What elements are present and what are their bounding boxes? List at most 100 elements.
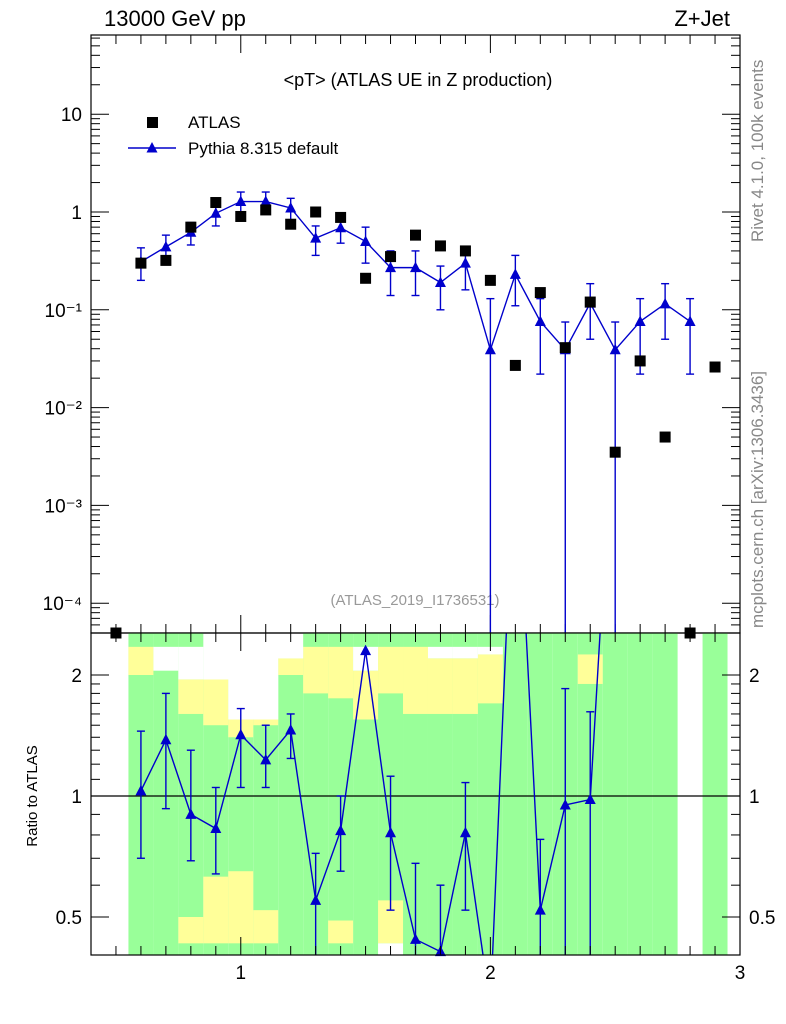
main-y-tick-label: 10⁻² bbox=[45, 399, 83, 420]
atlas-point bbox=[659, 431, 671, 443]
rivet-label: Rivet 4.1.0, 100k events bbox=[748, 60, 767, 242]
mc-point bbox=[385, 261, 397, 273]
atlas-point bbox=[584, 296, 596, 308]
atlas-point bbox=[634, 355, 646, 367]
ratio-point bbox=[459, 826, 471, 838]
ratio-bands bbox=[128, 633, 728, 955]
ratio-y-tick-label: 1 bbox=[71, 787, 82, 808]
ratio-band-outer bbox=[477, 654, 503, 704]
legend-mc-marker bbox=[146, 142, 158, 153]
ratio-band-gap bbox=[253, 646, 279, 720]
ratio-band-outer bbox=[328, 646, 354, 699]
atlas-point bbox=[335, 211, 347, 223]
mc-point bbox=[609, 343, 621, 355]
ratio-y-tick-label: 0.5 bbox=[56, 908, 82, 929]
header-left: 13000 GeV pp bbox=[104, 6, 246, 31]
atlas-point bbox=[185, 221, 197, 233]
ratio-point bbox=[135, 784, 147, 796]
main-y-tick-label: 10⁻³ bbox=[45, 496, 83, 517]
ratio-axis-ticks: 2 2 1 1 0.5 0.5 1 2 3 bbox=[56, 633, 775, 984]
main-data-marks bbox=[110, 191, 721, 639]
ratio-band-outer bbox=[403, 646, 428, 714]
ratio-band-outer bbox=[328, 920, 354, 944]
ratio-band-outer bbox=[303, 646, 329, 694]
ratio-band-gap bbox=[178, 646, 204, 680]
atlas-point bbox=[459, 245, 471, 257]
ratio-band-outer bbox=[278, 658, 304, 675]
ratio-y-label: Ratio to ATLAS bbox=[24, 745, 41, 846]
legend-atlas-marker bbox=[147, 117, 158, 128]
ratio-x-tick-label: 3 bbox=[735, 963, 746, 984]
ratio-band-bin bbox=[627, 633, 653, 955]
mc-point bbox=[410, 261, 421, 273]
ratio-band-gap bbox=[353, 646, 379, 671]
mc-point bbox=[285, 201, 297, 213]
legend-atlas-label: ATLAS bbox=[188, 113, 241, 132]
mc-point bbox=[684, 315, 696, 326]
ratio-point bbox=[385, 826, 397, 838]
ratio-band-bin bbox=[278, 658, 304, 955]
main-panel: <pT> (ATLAS UE in Z production) (ATLAS_2… bbox=[43, 34, 741, 639]
ratio-band-outer bbox=[253, 910, 279, 944]
atlas-point bbox=[235, 210, 247, 222]
mc-point bbox=[634, 315, 646, 326]
atlas-point bbox=[210, 197, 222, 209]
main-y-tick-label: 10⁻⁴ bbox=[43, 594, 82, 615]
ratio-band-bin bbox=[602, 633, 628, 955]
ratio-point bbox=[584, 793, 596, 805]
mc-point bbox=[659, 297, 671, 309]
ratio-point bbox=[160, 733, 172, 745]
atlas-point bbox=[285, 218, 297, 230]
ratio-band-gap bbox=[427, 646, 453, 659]
ratio-band-outer bbox=[452, 658, 478, 714]
ratio-band-bin bbox=[702, 633, 728, 955]
ratio-y-tick-label-right: 0.5 bbox=[749, 908, 775, 929]
ratio-point bbox=[285, 723, 297, 735]
ratio-band-bin bbox=[652, 633, 678, 955]
mc-point bbox=[360, 235, 372, 246]
main-title: <pT> (ATLAS UE in Z production) bbox=[284, 70, 553, 90]
mc-point bbox=[310, 232, 322, 243]
ratio-band-gap bbox=[203, 646, 229, 680]
atlas-point bbox=[135, 257, 147, 269]
atlas-point bbox=[385, 251, 397, 263]
ratio-band-outer bbox=[128, 646, 154, 675]
ratio-band-outer bbox=[203, 876, 229, 944]
atlas-point bbox=[609, 446, 621, 458]
ratio-band-outer bbox=[178, 917, 204, 944]
main-y-tick-label: 1 bbox=[71, 203, 82, 224]
ratio-point bbox=[534, 904, 546, 915]
mc-point bbox=[160, 240, 172, 252]
mcplots-label: mcplots.cern.ch [arXiv:1306.3436] bbox=[748, 371, 767, 628]
ratio-band-gap bbox=[153, 646, 179, 671]
atlas-point bbox=[484, 274, 496, 286]
watermark: (ATLAS_2019_I1736531) bbox=[330, 592, 499, 609]
ratio-band-gap bbox=[228, 646, 254, 720]
ratio-point bbox=[235, 728, 247, 740]
atlas-point bbox=[709, 361, 721, 373]
ratio-line bbox=[140, 633, 601, 955]
ratio-point bbox=[360, 644, 372, 656]
legend: ATLAS Pythia 8.315 default bbox=[128, 113, 339, 158]
ratio-band-outer bbox=[427, 658, 453, 714]
mc-point bbox=[534, 315, 546, 326]
ratio-band-bin bbox=[502, 633, 528, 955]
ratio-band-outer bbox=[203, 679, 229, 726]
ratio-band-outer bbox=[228, 871, 254, 944]
ratio-band-gap bbox=[452, 646, 478, 659]
ratio-data-marks bbox=[135, 633, 601, 957]
ratio-point bbox=[559, 798, 571, 810]
ratio-point bbox=[335, 824, 347, 836]
atlas-point bbox=[260, 204, 272, 216]
ratio-band-outer bbox=[253, 719, 279, 726]
main-y-tick-label: 10 bbox=[61, 105, 82, 126]
atlas-point bbox=[310, 206, 322, 218]
mc-point bbox=[434, 276, 446, 288]
mc-point bbox=[260, 195, 272, 207]
ratio-point bbox=[185, 808, 197, 819]
header-right: Z+Jet bbox=[674, 6, 730, 31]
atlas-point bbox=[434, 240, 446, 252]
ratio-x-tick-label: 1 bbox=[235, 963, 246, 984]
mc-point bbox=[335, 221, 347, 233]
